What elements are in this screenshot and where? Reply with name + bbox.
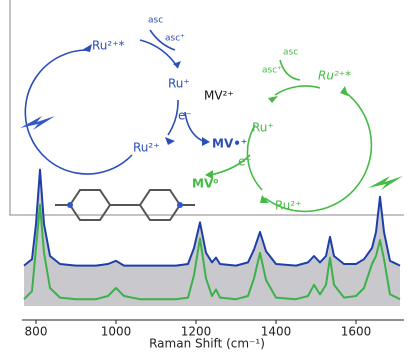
chart: Ru²⁺* asc asc⁺ Ru⁺ e⁻ MV•⁺ Ru²⁺ MV²⁺ asc… <box>0 0 414 356</box>
label: asc <box>148 16 163 26</box>
label: Ru⁺ <box>252 121 274 135</box>
label: Ru²⁺ <box>275 199 302 213</box>
label: Ru²⁺ <box>133 141 160 155</box>
label: e⁻ <box>238 155 252 169</box>
x-axis-label: Raman Shift (cm⁻¹) <box>149 337 265 351</box>
label: MV²⁺ <box>204 89 234 103</box>
green-lightning <box>368 176 403 190</box>
label: asc⁺ <box>262 66 282 76</box>
label: asc⁺ <box>165 34 185 44</box>
green-labels: asc asc⁺ Ru²⁺* Ru⁺ e⁻ MV⁰ Ru²⁺ <box>192 48 351 213</box>
x-tick-label: 1600 <box>341 325 372 339</box>
label: e⁻ <box>178 109 192 123</box>
label: Ru²⁺* <box>318 69 351 83</box>
x-tick-label: 1000 <box>101 325 132 339</box>
label: Ru²⁺* <box>92 39 125 53</box>
label: Ru⁺ <box>168 77 190 91</box>
x-tick-label: 1200 <box>181 325 212 339</box>
label: MV•⁺ <box>212 137 247 151</box>
x-tick-label: 1400 <box>261 325 292 339</box>
nitrogen <box>177 202 183 208</box>
label: MV⁰ <box>192 177 218 191</box>
nitrogen <box>67 202 73 208</box>
label: asc <box>283 48 298 58</box>
x-tick-label: 800 <box>25 325 48 339</box>
